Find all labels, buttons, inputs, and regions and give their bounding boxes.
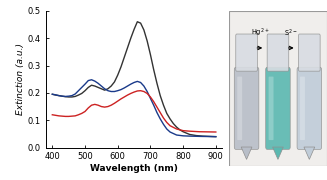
Text: S$^{2-}$: S$^{2-}$ [284,27,298,39]
FancyBboxPatch shape [269,77,273,140]
FancyBboxPatch shape [267,34,289,71]
FancyBboxPatch shape [229,11,327,166]
Polygon shape [304,147,315,159]
X-axis label: Wavelength (nm): Wavelength (nm) [90,164,178,173]
FancyBboxPatch shape [236,34,257,71]
Text: Hg$^{2+}$: Hg$^{2+}$ [250,26,269,39]
Polygon shape [272,147,283,159]
FancyBboxPatch shape [266,67,290,149]
FancyBboxPatch shape [299,34,320,71]
Polygon shape [241,147,252,159]
FancyBboxPatch shape [297,67,321,149]
FancyBboxPatch shape [300,77,305,140]
Y-axis label: Extinction (a.u.): Extinction (a.u.) [16,43,25,115]
FancyBboxPatch shape [237,77,242,140]
FancyBboxPatch shape [234,67,259,149]
